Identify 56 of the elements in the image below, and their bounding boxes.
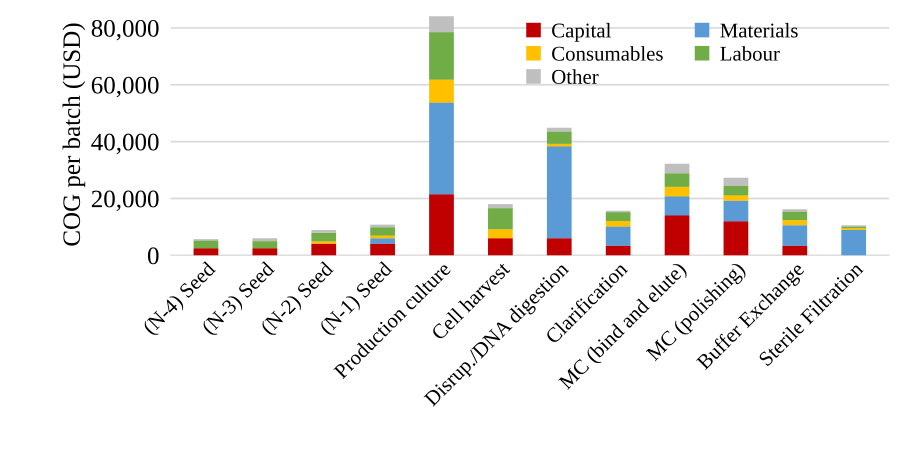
bar <box>488 208 513 230</box>
legend-label: Other <box>552 69 598 84</box>
y-tick-label: 20,000 <box>92 190 159 212</box>
bar <box>370 224 395 228</box>
bar <box>664 216 690 256</box>
bar <box>724 195 748 201</box>
bar <box>429 80 454 103</box>
y-tick-label: 0 <box>148 247 159 264</box>
bar <box>664 173 690 187</box>
bar <box>370 227 395 236</box>
bar <box>370 238 395 244</box>
bar <box>782 212 808 220</box>
bar <box>311 232 336 242</box>
bar <box>664 186 690 197</box>
y-tick-label: 80,000 <box>92 20 159 40</box>
bar <box>606 246 631 256</box>
bar <box>429 16 454 32</box>
bar <box>606 226 631 246</box>
bar <box>252 248 278 256</box>
bar <box>782 220 808 226</box>
bar <box>546 238 572 256</box>
bar <box>546 146 572 238</box>
bar <box>429 32 454 80</box>
legend-label: Materials <box>720 22 798 38</box>
bar <box>841 230 866 256</box>
bar <box>488 204 513 208</box>
bar <box>546 128 572 132</box>
bar <box>606 220 631 227</box>
bar <box>724 178 748 186</box>
bar <box>370 235 395 238</box>
y-tick-label: 60,000 <box>92 76 159 98</box>
bar <box>194 240 218 248</box>
bar <box>252 241 278 248</box>
bar <box>782 246 808 256</box>
bar <box>311 230 336 233</box>
y-axis-title: COG per batch (USD) <box>62 23 86 246</box>
y-tick-label: 40,000 <box>91 134 159 154</box>
legend-label: Labour <box>720 46 780 61</box>
bar <box>546 144 572 146</box>
bar <box>194 248 218 256</box>
bar <box>724 200 748 222</box>
legend-label: Capital <box>552 22 611 42</box>
bar <box>664 164 690 174</box>
bar <box>488 238 513 256</box>
bar <box>429 194 454 256</box>
bar <box>724 221 748 256</box>
bar <box>311 244 336 256</box>
legend-label: Consumables <box>552 46 663 61</box>
bar <box>664 196 690 216</box>
bar <box>782 225 808 246</box>
bar <box>370 244 395 256</box>
bar <box>429 102 454 194</box>
bar <box>606 212 631 221</box>
bar <box>488 229 513 238</box>
bar <box>724 186 748 196</box>
bar <box>546 132 572 144</box>
